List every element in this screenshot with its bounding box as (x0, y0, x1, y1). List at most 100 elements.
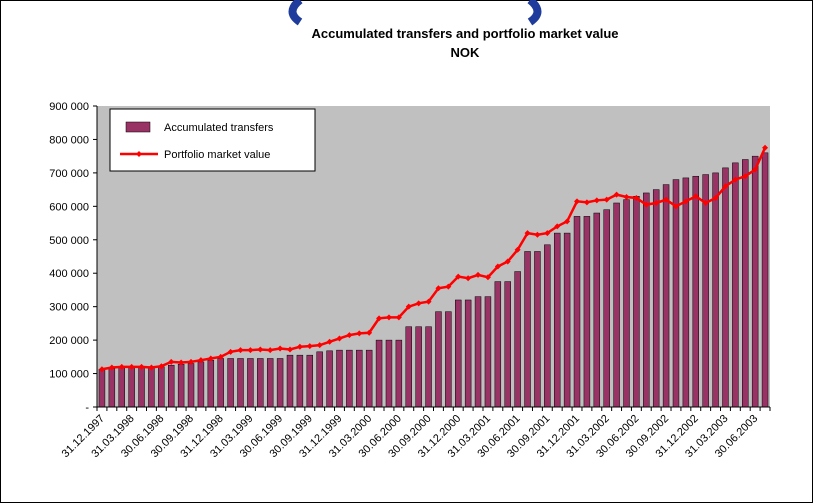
bar (494, 281, 502, 408)
decoration (527, 0, 542, 26)
bar (652, 189, 660, 408)
marker (217, 353, 224, 360)
bar (346, 349, 353, 408)
marker (346, 332, 353, 339)
marker (465, 275, 472, 282)
bar (326, 350, 333, 408)
bar (751, 155, 759, 408)
bar (306, 354, 314, 408)
bar (464, 299, 472, 408)
marker (574, 198, 581, 205)
bar (138, 367, 145, 408)
bar (385, 339, 393, 408)
marker (514, 246, 521, 253)
bar (712, 172, 719, 408)
marker (138, 363, 145, 370)
legend-label: Accumulated transfers (164, 122, 274, 134)
marker (227, 348, 234, 355)
bar (128, 367, 135, 408)
marker (534, 231, 541, 238)
marker (168, 358, 175, 365)
bar (722, 167, 729, 408)
bar (247, 358, 254, 408)
bar (375, 339, 383, 408)
marker (207, 355, 214, 362)
decoration (288, 0, 303, 26)
bar (187, 363, 195, 408)
bar (484, 296, 492, 408)
bar (98, 368, 106, 408)
marker (682, 198, 689, 205)
bar (266, 358, 274, 408)
marker (623, 193, 630, 200)
bar (365, 349, 373, 408)
marker (366, 329, 373, 336)
bar (257, 358, 264, 408)
y-tick-label: 800 000 (49, 134, 89, 146)
marker (118, 363, 125, 370)
bar (168, 364, 175, 408)
bar (692, 175, 699, 408)
bar (425, 326, 432, 408)
y-tick-label: - (85, 402, 89, 414)
marker (583, 199, 590, 206)
bar (455, 299, 462, 408)
marker (405, 303, 412, 310)
y-tick-label: 900 000 (49, 101, 89, 113)
marker (455, 273, 462, 280)
marker (643, 201, 650, 208)
bar (702, 174, 709, 408)
bar (296, 354, 304, 408)
bar (504, 281, 511, 408)
bar (286, 354, 294, 408)
marker (613, 191, 620, 198)
bar (395, 339, 403, 408)
bar (148, 366, 155, 408)
marker (257, 346, 264, 353)
y-tick-label: 600 000 (49, 201, 89, 213)
marker (395, 314, 402, 321)
marker (702, 199, 709, 206)
marker (385, 314, 392, 321)
marker (475, 271, 482, 278)
marker (564, 218, 571, 225)
marker (663, 196, 670, 203)
marker (524, 230, 531, 237)
bar (593, 212, 601, 408)
marker (247, 347, 254, 354)
bar (613, 202, 620, 408)
bar (237, 358, 244, 408)
y-tick-label: 300 000 (49, 302, 89, 314)
legend-label: Portfolio market value (164, 149, 270, 161)
marker (188, 358, 195, 365)
marker (672, 203, 679, 210)
bar (761, 152, 769, 408)
marker (326, 338, 333, 345)
marker (108, 364, 115, 371)
bar (405, 326, 412, 408)
bar (217, 358, 224, 408)
bar (177, 363, 185, 408)
bar (534, 251, 541, 408)
chart-title: Accumulated transfers and portfolio mark… (311, 26, 618, 41)
bar (742, 159, 749, 408)
marker (554, 223, 561, 230)
legend-marker (136, 151, 142, 157)
marker (267, 347, 274, 354)
marker (306, 343, 313, 350)
bar (643, 192, 650, 408)
bar (108, 368, 116, 408)
marker (178, 359, 185, 366)
marker (692, 193, 699, 200)
bar (514, 271, 521, 408)
marker (316, 342, 323, 349)
marker (603, 196, 610, 203)
y-tick-label: 500 000 (49, 235, 89, 247)
marker (286, 346, 293, 353)
marker (484, 274, 491, 281)
bar (356, 349, 363, 408)
bar (524, 251, 531, 408)
bar (474, 296, 482, 408)
marker (425, 298, 432, 305)
